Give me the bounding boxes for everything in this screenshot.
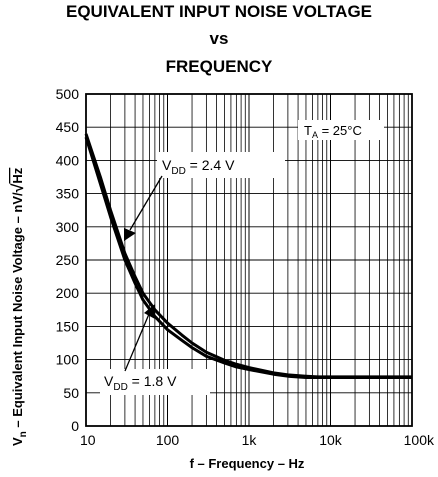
y-tick-label: 200: [56, 285, 80, 301]
x-tick-label: 10k: [319, 432, 343, 448]
series-label-2p4v: VDD = 2.4 V: [157, 152, 285, 178]
temperature-annotation: TA = 25°C: [298, 120, 384, 140]
y-tick-label: 450: [56, 119, 80, 135]
x-tick-labels: 10 100 1k 10k 100k: [80, 432, 435, 448]
y-tick-label: 400: [56, 152, 80, 168]
x-tick-label: 1k: [242, 432, 258, 448]
y-tick-label: 300: [56, 219, 80, 235]
y-label-text: – Equivalent Input Noise Voltage – nV/: [10, 192, 25, 431]
y-tick-label: 100: [56, 352, 80, 368]
x-tick-label: 100k: [404, 432, 435, 448]
y-axis-label: Vn – Equivalent Input Noise Voltage – nV…: [10, 167, 29, 446]
svg-text:Vn – Equivalent Input Noise Vo: Vn – Equivalent Input Noise Voltage – nV…: [10, 167, 29, 446]
y-tick-label: 0: [71, 418, 79, 434]
y-tick-label: 250: [56, 252, 80, 268]
y-tick-label: 350: [56, 186, 80, 202]
y-label-v: V: [10, 437, 25, 446]
sqrt-symbol: √: [10, 183, 27, 192]
y-label-root: Hz: [10, 167, 25, 183]
x-axis-label: f – Frequency – Hz: [190, 456, 305, 471]
series-label-1p8v: VDD = 1.8 V: [100, 369, 210, 395]
pointer-arrow-1p8v: [125, 304, 155, 371]
y-tick-labels: 0 50 100 150 200 250 300 350 400 450 500: [56, 86, 80, 434]
y-tick-label: 50: [63, 385, 79, 401]
y-tick-label: 500: [56, 86, 80, 102]
x-tick-label: 10: [80, 432, 96, 448]
y-tick-label: 150: [56, 318, 80, 334]
x-tick-label: 100: [156, 432, 180, 448]
